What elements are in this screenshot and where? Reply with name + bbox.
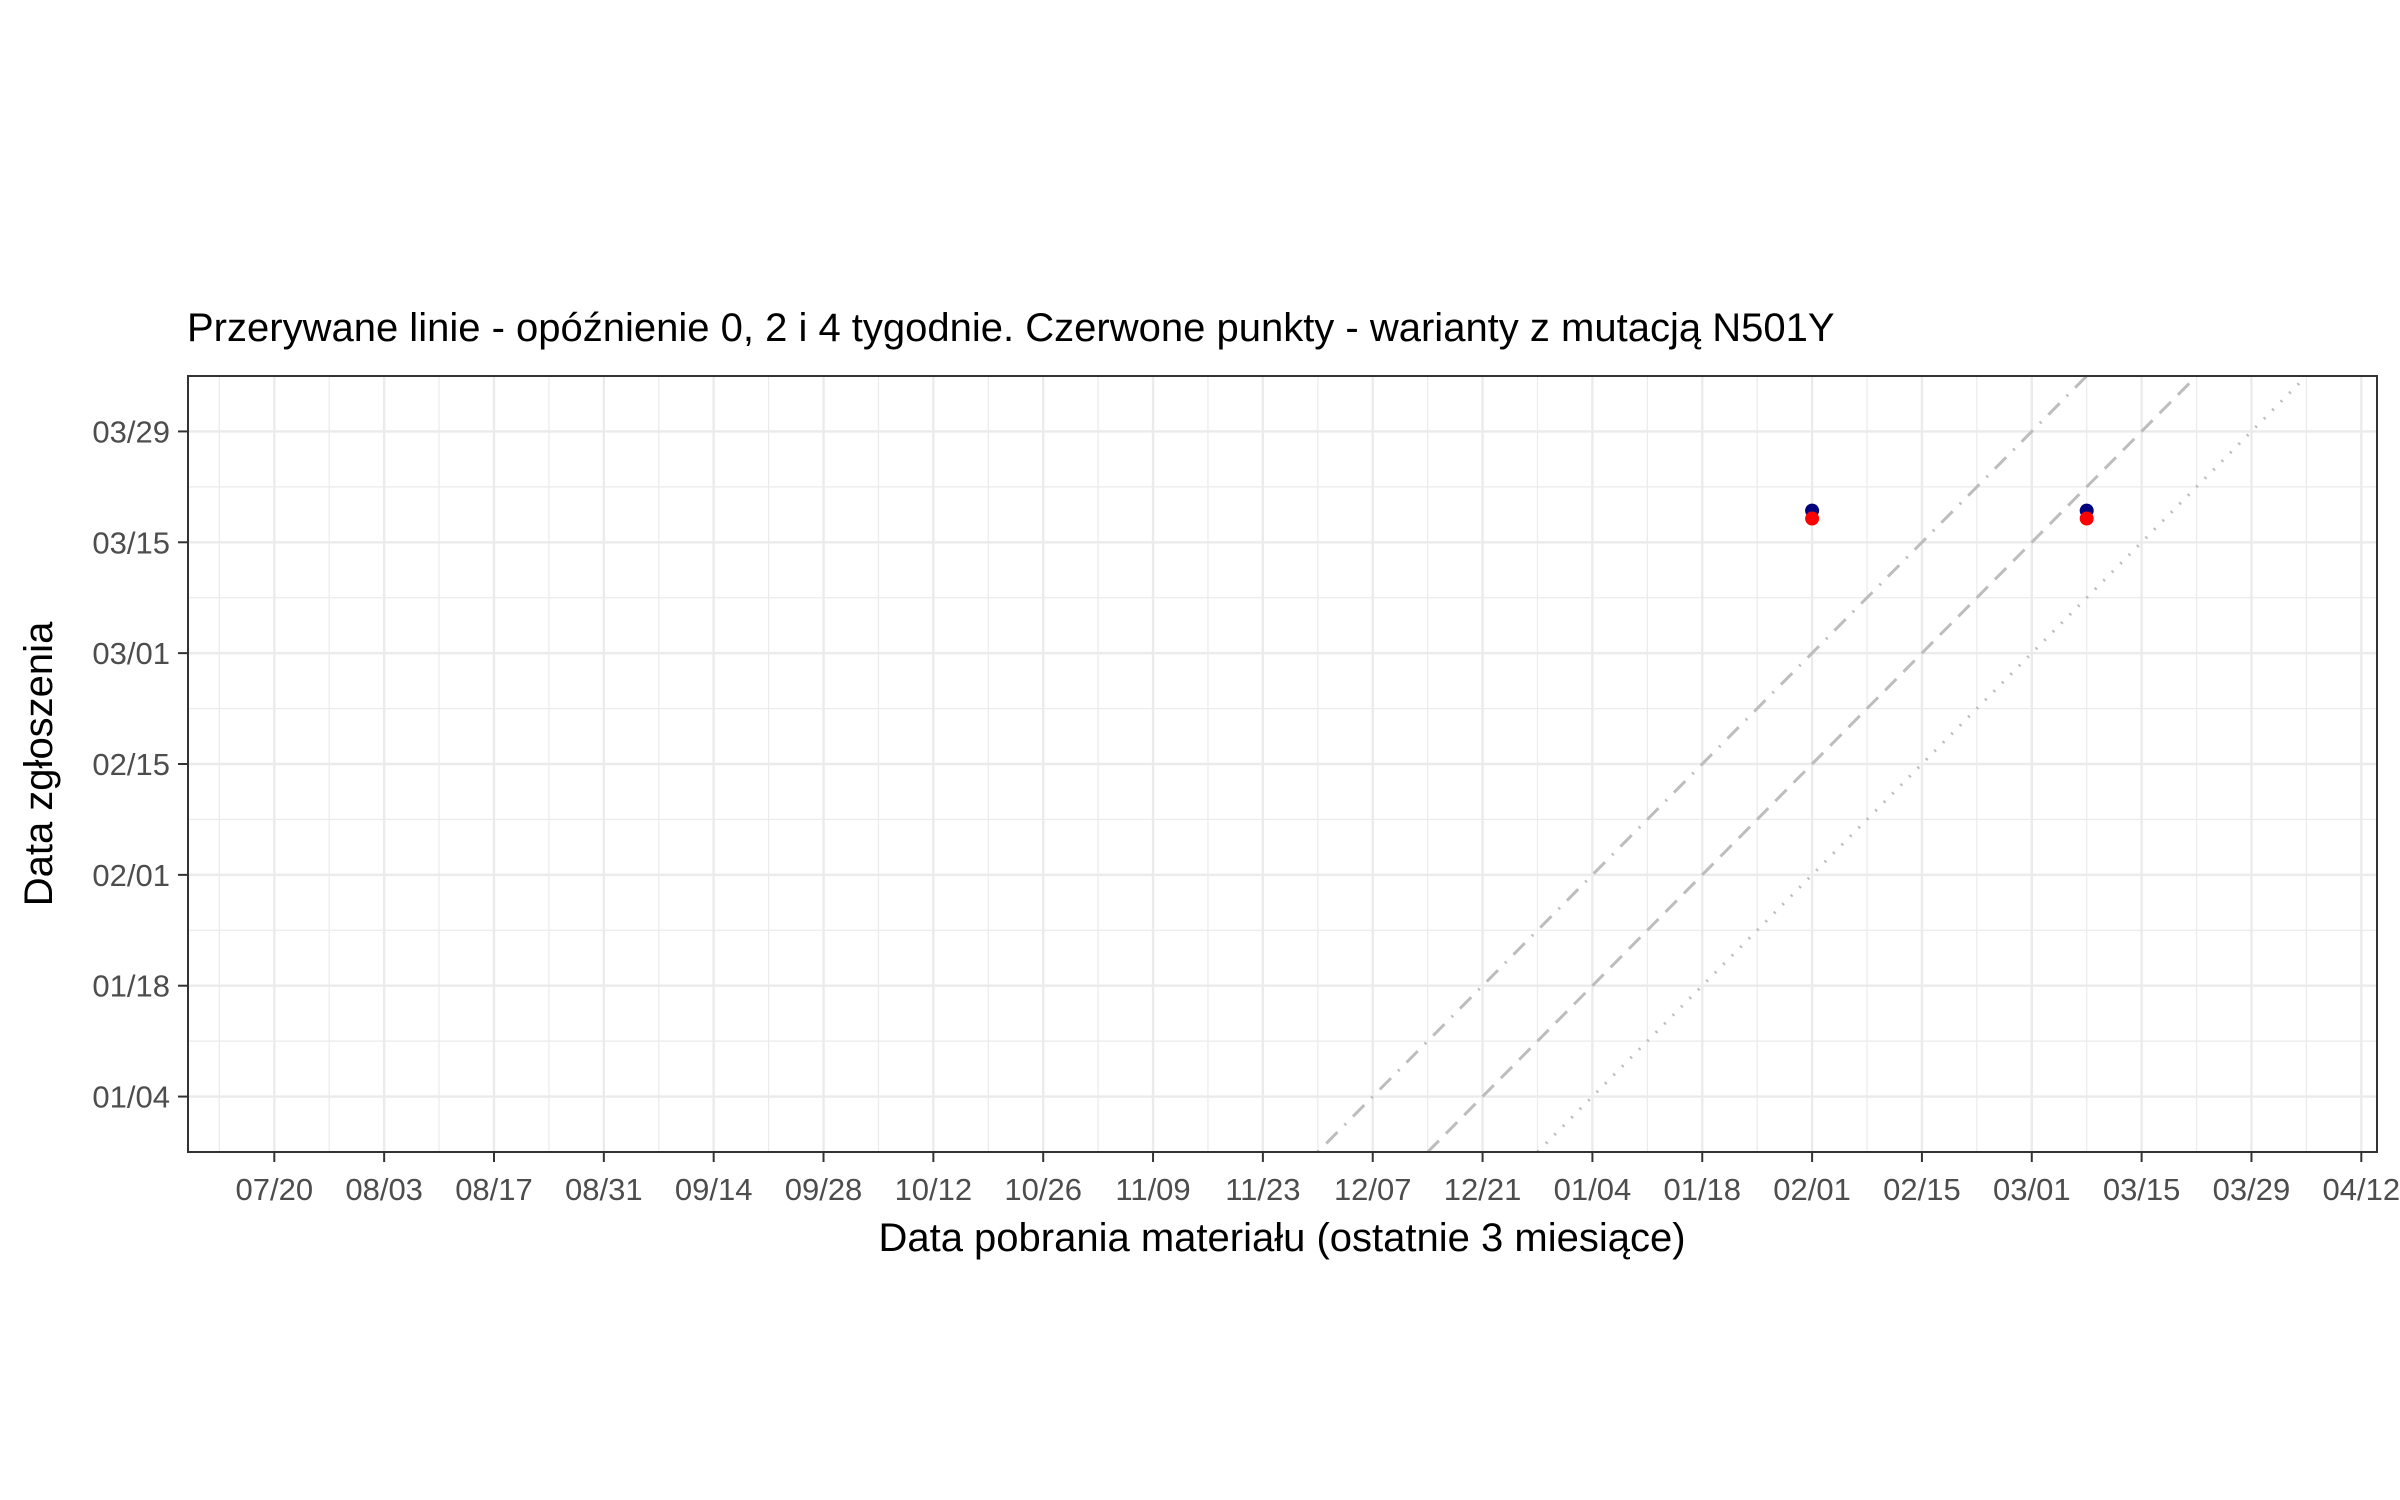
x-tick-label: 08/03: [345, 1172, 423, 1207]
y-tick-label: 03/15: [92, 525, 170, 560]
x-tick-label: 03/01: [1993, 1172, 2071, 1207]
x-tick-label: 04/12: [2323, 1172, 2400, 1207]
y-axis-ticks: 01/04 01/18 02/01 02/15 03/01 03/15 03/29: [92, 414, 188, 1115]
x-tick-label: 08/31: [565, 1172, 643, 1207]
reference-lines: [1316, 376, 2308, 1152]
x-axis-ticks: 07/20 08/03 08/17 08/31 09/14 09/28 10/12 10/26…: [236, 1152, 2400, 1207]
x-tick-label: 11/23: [1225, 1172, 1300, 1207]
x-tick-label: 09/28: [785, 1172, 863, 1207]
x-tick-label: 10/26: [1004, 1172, 1082, 1207]
x-tick-label: 10/12: [895, 1172, 973, 1207]
x-tick-label: 07/20: [236, 1172, 314, 1207]
x-tick-label: 03/15: [2103, 1172, 2181, 1207]
y-tick-label: 01/04: [92, 1080, 170, 1115]
x-tick-label: 01/04: [1554, 1172, 1632, 1207]
y-tick-label: 02/01: [92, 858, 170, 893]
x-tick-label: 09/14: [675, 1172, 753, 1207]
x-tick-label: 02/01: [1773, 1172, 1851, 1207]
y-axis-title: Data zgłoszenia: [17, 621, 61, 906]
data-point: [1805, 511, 1820, 526]
x-tick-label: 08/17: [455, 1172, 533, 1207]
data-point: [2079, 511, 2094, 526]
major-grid: [188, 376, 2377, 1152]
x-tick-label: 12/07: [1334, 1172, 1412, 1207]
y-tick-label: 03/29: [92, 414, 170, 449]
x-tick-label: 11/09: [1115, 1172, 1190, 1207]
data-points: [1805, 503, 2094, 526]
reference-line-lag-2-weeks: [1426, 376, 2198, 1152]
y-tick-label: 02/15: [92, 747, 170, 782]
x-tick-label: 03/29: [2213, 1172, 2291, 1207]
x-tick-label: 12/21: [1444, 1172, 1522, 1207]
y-tick-label: 03/01: [92, 636, 170, 671]
x-tick-label: 01/18: [1663, 1172, 1741, 1207]
chart-subtitle: Przerywane linie - opóźnienie 0, 2 i 4 t…: [187, 306, 1835, 350]
x-axis-title: Data pobrania materiału (ostatnie 3 mies…: [878, 1216, 1685, 1260]
y-tick-label: 01/18: [92, 969, 170, 1004]
x-tick-label: 02/15: [1883, 1172, 1961, 1207]
reference-line-lag-4-weeks: [1316, 376, 2088, 1152]
